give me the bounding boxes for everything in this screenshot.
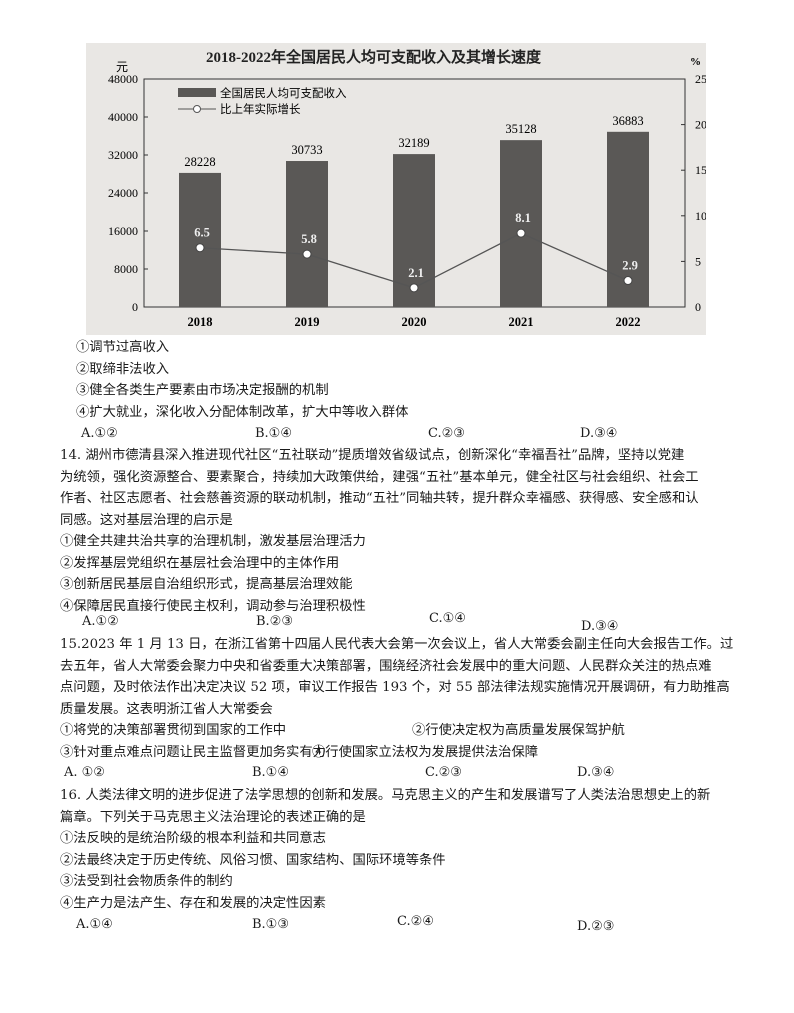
growth-value-label: 8.1 — [515, 211, 531, 225]
left-tick-label: 48000 — [108, 72, 138, 86]
q16-item: ④生产力是法产生、存在和发展的决定性因素 — [60, 895, 326, 911]
q14-option: C.①④ — [429, 611, 466, 626]
q15-stem-line: 质量发展。这表明浙江省人大常委会 — [60, 702, 273, 718]
q13-option: A.①② — [81, 426, 118, 441]
left-axis-unit: 元 — [116, 60, 128, 74]
q13-option: C.②③ — [428, 426, 465, 441]
q14-option: D.③④ — [581, 619, 619, 634]
left-tick-label: 16000 — [108, 224, 138, 238]
bar-value-label: 36883 — [612, 114, 643, 128]
x-tick-label: 2020 — [402, 315, 427, 329]
q13-option: B.①④ — [255, 426, 292, 441]
right-axis-unit: % — [690, 56, 701, 68]
q15-stem-line: 去五年，省人大常委会聚力中央和省委重大决策部署，围绕经济社会发展中的重大问题、人… — [60, 658, 712, 674]
income-bar — [393, 154, 435, 307]
growth-point — [516, 228, 526, 238]
q14-item: ①健全共建共治共享的治理机制，激发基层治理活力 — [60, 534, 366, 549]
right-tick-label: 15 — [695, 163, 706, 177]
legend-line-label: 比上年实际增长 — [220, 102, 301, 116]
legend-bar-label: 全国居民人均可支配收入 — [220, 86, 347, 100]
right-tick-label: 10 — [695, 209, 706, 223]
legend-bar-swatch — [178, 88, 216, 97]
q15-option: A. ①② — [64, 765, 105, 780]
q16-item: ②法最终决定于历史传统、风俗习惯、国家结构、国际环境等条件 — [60, 852, 446, 868]
q16-stem-line: 篇章。下列关于马克思主义法治理论的表述正确的是 — [60, 809, 366, 825]
growth-point — [623, 276, 633, 286]
q14-stem-line: 14. 湖州市德清县深入推进现代社区“五社联动”提质增效省级试点，创新深化“幸福… — [60, 448, 685, 463]
q16-option: A.①④ — [76, 917, 113, 932]
q15-stem-line: 15.2023 年 1 月 13 日，在浙江省第十四届人民代表大会第一次会议上，… — [60, 637, 734, 652]
q16-item: ①法反映的是统治阶级的根本利益和共同意志 — [60, 831, 326, 846]
growth-value-label: 2.9 — [622, 259, 638, 273]
q15-item: ②行使决定权为高质量发展保驾护航 — [412, 723, 625, 738]
q14-item: ④保障居民直接行使民主权利，调动参与治理积极性 — [60, 598, 366, 614]
q14-option: A.①② — [82, 614, 119, 629]
legend-line-marker — [193, 105, 201, 113]
q13-item: ①调节过高收入 — [76, 340, 170, 355]
q14-stem-line: 为统领，强化资源整合、要素聚合，持续加大政策供给，建强“五社”基本单元，健全社区… — [60, 469, 699, 485]
q14-item: ②发挥基层党组织在基层社会治理中的主体作用 — [60, 555, 340, 571]
q14-stem-line: 作者、社区志愿者、社会慈善资源的联动机制，推动“五社”同轴共转，提升群众幸福感、… — [60, 491, 699, 507]
income-chart: 2018-2022年全国居民人均可支配收入及其增长速度 元 % 全国居民人均可支… — [86, 43, 707, 335]
growth-point — [302, 249, 312, 259]
q15-option: C.②③ — [425, 765, 462, 780]
left-tick-label: 8000 — [114, 262, 138, 276]
q16-stem-line: 16. 人类法律文明的进步促进了法学思想的创新和发展。马克思主义的产生和发展谱写… — [60, 788, 711, 803]
q13-item: ②取缔非法收入 — [76, 361, 170, 377]
bar-value-label: 35128 — [505, 122, 536, 136]
chart-svg: 2018-2022年全国居民人均可支配收入及其增长速度 元 % 全国居民人均可支… — [108, 48, 707, 329]
x-tick-label: 2019 — [295, 315, 320, 329]
bar-value-label: 30733 — [291, 143, 322, 157]
right-tick-label: 25 — [695, 72, 706, 86]
right-tick-label: 20 — [695, 118, 706, 132]
q15-option: D.③④ — [577, 765, 615, 780]
bar-value-label: 32189 — [398, 136, 429, 150]
income-bar — [286, 161, 328, 307]
income-bar — [179, 172, 221, 307]
left-tick-label: 0 — [132, 300, 138, 314]
q15-stem-line: 点问题，及时依法作出决定决议 52 项，审议工作报告 193 个，对 55 部法… — [60, 680, 730, 696]
q16-option: C.②④ — [397, 914, 434, 929]
x-tick-label: 2021 — [509, 315, 534, 329]
right-tick-label: 0 — [695, 300, 701, 314]
left-tick-label: 32000 — [108, 148, 138, 162]
chart-title: 2018-2022年全国居民人均可支配收入及其增长速度 — [206, 48, 542, 66]
income-bar — [500, 140, 542, 307]
growth-value-label: 6.5 — [194, 226, 210, 240]
growth-point — [195, 243, 205, 253]
q16-option: B.①③ — [252, 917, 289, 932]
q15-item: ③针对重点难点问题让民主监督更加务实有力 — [60, 745, 326, 760]
bar-value-label: 28228 — [184, 155, 215, 169]
x-tick-label: 2018 — [188, 315, 213, 329]
x-tick-label: 2022 — [616, 315, 641, 329]
q15-option: B.①④ — [252, 765, 289, 780]
q13-option: D.③④ — [580, 426, 618, 441]
growth-value-label: 2.1 — [408, 266, 424, 280]
q14-item: ③创新居民基层自治组织形式，提高基层治理效能 — [60, 577, 353, 592]
q13-item: ④扩大就业，深化收入分配体制改革，扩大中等收入群体 — [76, 404, 409, 420]
q16-item: ③法受到社会物质条件的制约 — [60, 874, 233, 889]
left-tick-label: 24000 — [108, 186, 138, 200]
right-tick-label: 5 — [695, 254, 701, 268]
growth-point — [409, 283, 419, 293]
q16-option: D.②③ — [577, 919, 615, 934]
q15-item: ①将党的决策部署贯彻到国家的工作中 — [60, 723, 287, 738]
q13-item: ③健全各类生产要素由市场决定报酬的机制 — [76, 383, 329, 398]
left-tick-label: 40000 — [108, 110, 138, 124]
q15-item: ④行使国家立法权为发展提供法治保障 — [312, 745, 539, 760]
q14-stem-line: 同感。这对基层治理的启示是 — [60, 513, 233, 529]
growth-value-label: 5.8 — [301, 232, 317, 246]
q14-option: B.②③ — [256, 614, 293, 629]
